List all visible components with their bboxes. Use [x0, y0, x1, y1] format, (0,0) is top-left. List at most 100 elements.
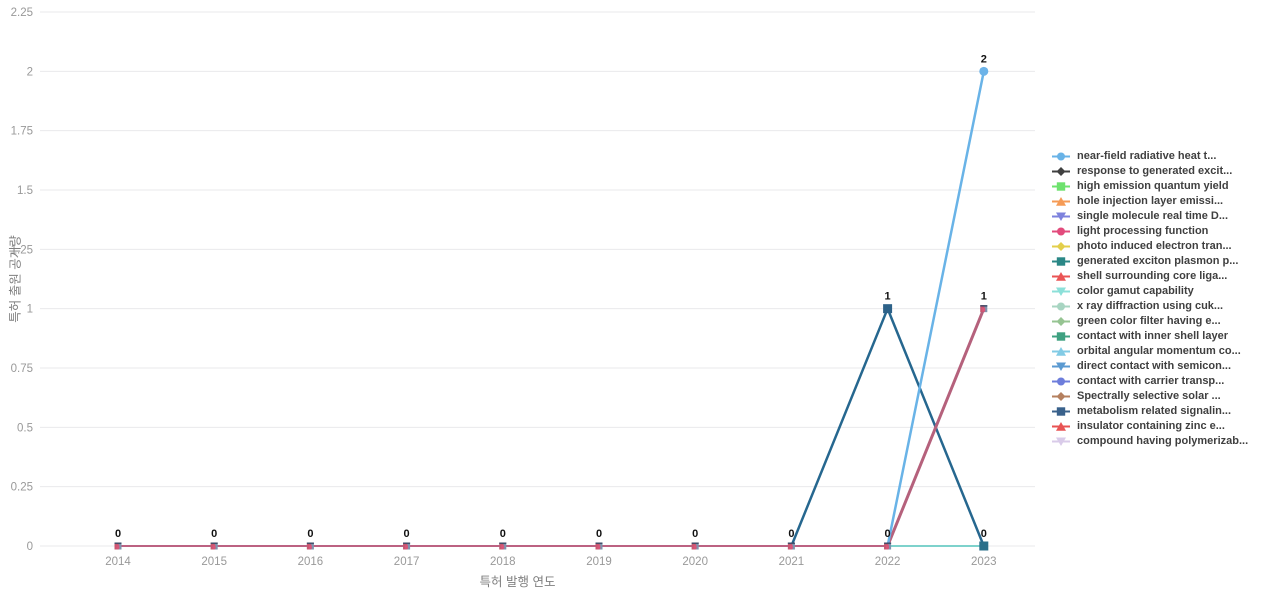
legend-item[interactable]: insulator containing zinc e...: [1052, 419, 1248, 434]
legend-label: generated exciton plasmon p...: [1077, 255, 1239, 267]
legend-circle-icon: [1052, 377, 1070, 386]
legend-label: Spectrally selective solar ...: [1077, 390, 1221, 402]
data-marker-cluster: [403, 542, 411, 544]
x-axis-title: 특허 발행 연도: [479, 575, 556, 589]
x-tick-label: 2018: [490, 556, 516, 568]
data-marker-circle: [979, 66, 989, 76]
x-tick-label: 2020: [682, 556, 708, 568]
legend-label: near-field radiative heat t...: [1077, 150, 1217, 162]
y-tick-label: 1.75: [11, 126, 33, 138]
trace-line-rose-rise: [886, 307, 986, 548]
x-tick-label: 2021: [779, 556, 805, 568]
legend-square-icon: [1052, 257, 1070, 266]
legend-label: insulator containing zinc e...: [1077, 420, 1225, 432]
legend-item[interactable]: high emission quantum yield: [1052, 179, 1248, 194]
y-axis-title: 특허 출원 공개량: [8, 235, 23, 323]
legend-label: shell surrounding core liga...: [1077, 270, 1228, 282]
legend-item[interactable]: contact with carrier transp...: [1052, 374, 1248, 389]
y-tick-label: 0: [27, 541, 33, 553]
x-tick-label: 2015: [201, 556, 227, 568]
legend-label: compound having polymerizab...: [1077, 435, 1249, 447]
legend-triangle-down-icon: [1052, 362, 1070, 371]
legend-item[interactable]: response to generated excit...: [1052, 164, 1248, 179]
legend-label: hole injection layer emissi...: [1077, 195, 1224, 207]
legend-item[interactable]: orbital angular momentum co...: [1052, 344, 1248, 359]
data-marker-cluster: [499, 542, 507, 544]
legend-square-icon: [1052, 332, 1070, 341]
y-tick-label: 0.5: [17, 422, 33, 434]
value-label: 0: [115, 528, 121, 540]
legend-circle-icon: [1052, 152, 1070, 161]
legend-triangle-up-icon: [1052, 347, 1070, 356]
legend-item[interactable]: hole injection layer emissi...: [1052, 194, 1248, 209]
value-label: 1: [981, 291, 987, 303]
y-tick-label: 1: [27, 304, 33, 316]
data-marker-cluster: [982, 307, 986, 312]
legend-label: contact with inner shell layer: [1077, 330, 1228, 342]
legend-item[interactable]: Spectrally selective solar ...: [1052, 389, 1248, 404]
legend-item[interactable]: direct contact with semicon...: [1052, 359, 1248, 374]
legend-label: contact with carrier transp...: [1077, 375, 1225, 387]
legend-item[interactable]: single molecule real time D...: [1052, 209, 1248, 224]
value-label: 2: [981, 53, 987, 65]
y-tick-label: 1.25: [11, 244, 33, 256]
value-label: 0: [596, 528, 602, 540]
x-tick-label: 2016: [298, 556, 324, 568]
data-marker-cluster: [114, 542, 122, 544]
legend-diamond-icon: [1052, 392, 1070, 401]
value-label: 0: [788, 528, 794, 540]
x-tick-label: 2019: [586, 556, 612, 568]
data-marker-cluster: [789, 545, 793, 549]
data-marker-cluster: [980, 305, 988, 307]
legend-triangle-down-icon: [1052, 437, 1070, 446]
data-marker-cluster: [501, 545, 505, 549]
value-label: 0: [692, 528, 698, 540]
legend-triangle-up-icon: [1052, 197, 1070, 206]
legend-item[interactable]: compound having polymerizab...: [1052, 434, 1248, 449]
legend-label: response to generated excit...: [1077, 165, 1233, 177]
legend-square-icon: [1052, 407, 1070, 416]
data-marker-cluster: [787, 542, 795, 544]
legend-triangle-down-icon: [1052, 212, 1070, 221]
legend-label: green color filter having e...: [1077, 315, 1221, 327]
legend-item[interactable]: photo induced electron tran...: [1052, 239, 1248, 254]
legend-item[interactable]: light processing function: [1052, 224, 1248, 239]
legend-item[interactable]: near-field radiative heat t...: [1052, 149, 1248, 164]
legend-circle-icon: [1052, 302, 1070, 311]
legend-item[interactable]: color gamut capability: [1052, 284, 1248, 299]
value-label: 0: [211, 528, 217, 540]
legend: near-field radiative heat t... response t…: [1052, 149, 1248, 449]
x-tick-label: 2023: [971, 556, 997, 568]
data-marker-cluster: [308, 545, 312, 549]
data-marker-cluster: [693, 545, 697, 549]
legend-label: light processing function: [1077, 225, 1209, 237]
value-label: 0: [404, 528, 410, 540]
data-marker-cluster: [691, 542, 699, 544]
legend-item[interactable]: shell surrounding core liga...: [1052, 269, 1248, 284]
legend-item[interactable]: generated exciton plasmon p...: [1052, 254, 1248, 269]
legend-triangle-up-icon: [1052, 422, 1070, 431]
x-tick-label: 2014: [105, 556, 131, 568]
value-label: 1: [885, 291, 891, 303]
legend-diamond-icon: [1052, 242, 1070, 251]
value-label: 0: [307, 528, 313, 540]
legend-diamond-icon: [1052, 167, 1070, 176]
data-marker-cluster: [212, 545, 216, 549]
legend-label: orbital angular momentum co...: [1077, 345, 1241, 357]
legend-label: high emission quantum yield: [1077, 180, 1229, 192]
legend-label: x ray diffraction using cuk...: [1077, 300, 1224, 312]
data-marker-cluster: [306, 542, 314, 544]
legend-label: single molecule real time D...: [1077, 210, 1228, 222]
legend-diamond-icon: [1052, 317, 1070, 326]
legend-item[interactable]: metabolism related signalin...: [1052, 404, 1248, 419]
data-marker-cluster: [886, 545, 889, 549]
legend-item[interactable]: contact with inner shell layer: [1052, 329, 1248, 344]
legend-item[interactable]: x ray diffraction using cuk...: [1052, 299, 1248, 314]
data-marker-cluster: [210, 542, 218, 544]
x-tick-label: 2022: [875, 556, 901, 568]
legend-item[interactable]: green color filter having e...: [1052, 314, 1248, 329]
value-label: 0: [500, 528, 506, 540]
data-marker-cluster: [597, 545, 601, 549]
value-label: 0: [981, 528, 987, 540]
